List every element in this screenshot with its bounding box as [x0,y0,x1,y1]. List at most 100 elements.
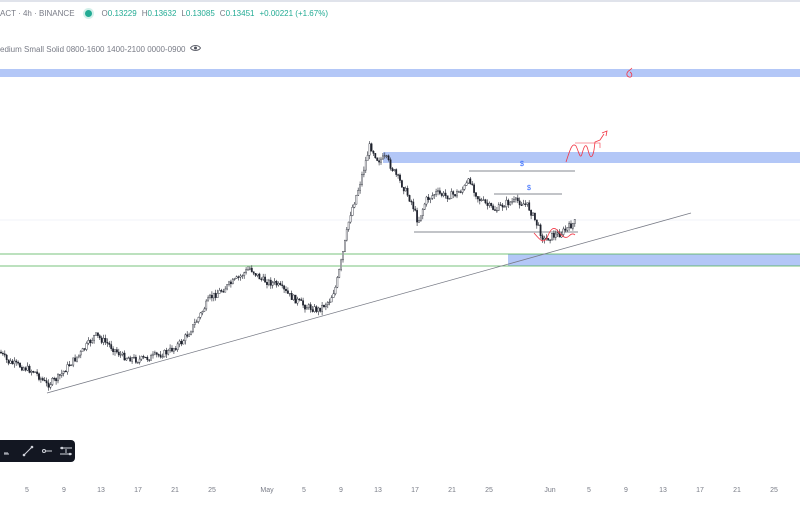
time-axis-label: 17 [134,487,142,494]
candle-body [534,212,536,221]
candle-body [85,343,88,350]
candle-body [77,354,80,358]
candle-body [62,370,65,374]
candle-body [254,273,257,276]
candle-body [114,349,116,353]
top-zone-mark[interactable] [626,67,633,78]
candle-body [146,357,149,360]
measure-icon[interactable] [59,444,73,458]
candle-body [13,360,16,365]
candle-body [383,155,386,157]
candle-body [91,339,94,344]
candle-body [408,195,411,202]
candle-body [374,153,377,159]
candle-body [134,356,137,363]
candle-body [330,297,333,303]
candle-body [391,168,394,171]
candle-body [167,350,170,355]
candle-body [437,190,439,192]
candle-body [273,281,276,283]
candle-body [364,160,367,171]
candle-body [53,378,56,380]
candle-body [220,290,223,292]
candle-body [248,267,251,270]
candle-body [564,228,567,231]
candle-body [188,334,190,337]
candle-body [459,191,462,193]
demand-zone[interactable] [508,254,800,266]
candle-body [247,269,249,271]
symbol-title[interactable]: ACT · 4h · BINANCE [0,8,75,18]
candle-body [562,228,565,235]
candle-body [520,204,523,206]
candle-body [228,281,230,285]
candle-body [317,307,320,312]
trendline[interactable] [46,212,692,394]
candle-body [444,192,447,196]
candle-body [336,277,339,288]
candle-body [87,339,90,344]
candle-body [501,204,504,208]
candle-body [382,155,384,160]
upper-resistance-zone[interactable] [383,152,800,163]
horizontal-ray-icon[interactable] [40,444,54,458]
projection-drawing[interactable] [565,133,605,163]
candle-body [133,356,135,359]
candle-body [163,350,166,358]
candle-body [216,293,219,298]
candle-body [393,169,396,171]
candle-body [397,174,399,176]
indicator-legend[interactable]: edium Small Solid 0800-1600 1400-2100 00… [0,44,202,54]
candle-body [378,160,380,163]
eye-icon[interactable] [190,44,202,54]
liquidity-mark-2: $ [527,185,531,192]
projection-box[interactable] [575,142,601,148]
candle-body [108,343,111,345]
time-axis-label: 17 [696,487,704,494]
candle-body [229,281,232,285]
candle-body [266,282,268,285]
candle-body [129,357,132,362]
candle-body [448,198,451,200]
liquidity-mark-1: $ [520,161,524,168]
candle-body [5,354,8,360]
candle-body [11,360,14,365]
candle-body [496,210,498,212]
candle-body [155,352,158,355]
candle-body [420,215,422,221]
candle-body [488,203,491,206]
candle-body [345,229,348,241]
candle-body [2,352,4,355]
candle-body [492,205,494,210]
candle-body [131,357,133,362]
candle-body [70,364,73,367]
candle-body [83,348,86,350]
candle-body [440,193,443,196]
candle-body [81,348,84,352]
top-zone[interactable] [0,69,800,77]
candle-body [59,374,61,376]
candle-body [355,194,358,205]
candle-body [281,284,284,287]
candle-body [197,317,200,322]
ruler-icon[interactable] [2,444,16,458]
candle-body [535,219,538,226]
candle-body [41,378,44,381]
candle-body [57,374,59,382]
candle-body [530,210,533,216]
candle-body [292,294,295,300]
candle-body [66,364,69,373]
candle-body [96,332,99,336]
trend-line-icon[interactable] [21,444,35,458]
time-axis-label: 9 [62,487,66,494]
time-axis-label: 5 [587,487,591,494]
candle-body [98,335,101,339]
sweep-drawing[interactable] [533,228,576,242]
indicator-label: edium Small Solid 0800-1600 1400-2100 00… [0,44,186,54]
candle-body [306,307,308,310]
candle-body [203,308,206,312]
candle-body [480,199,483,201]
projection-arrow [601,130,608,137]
